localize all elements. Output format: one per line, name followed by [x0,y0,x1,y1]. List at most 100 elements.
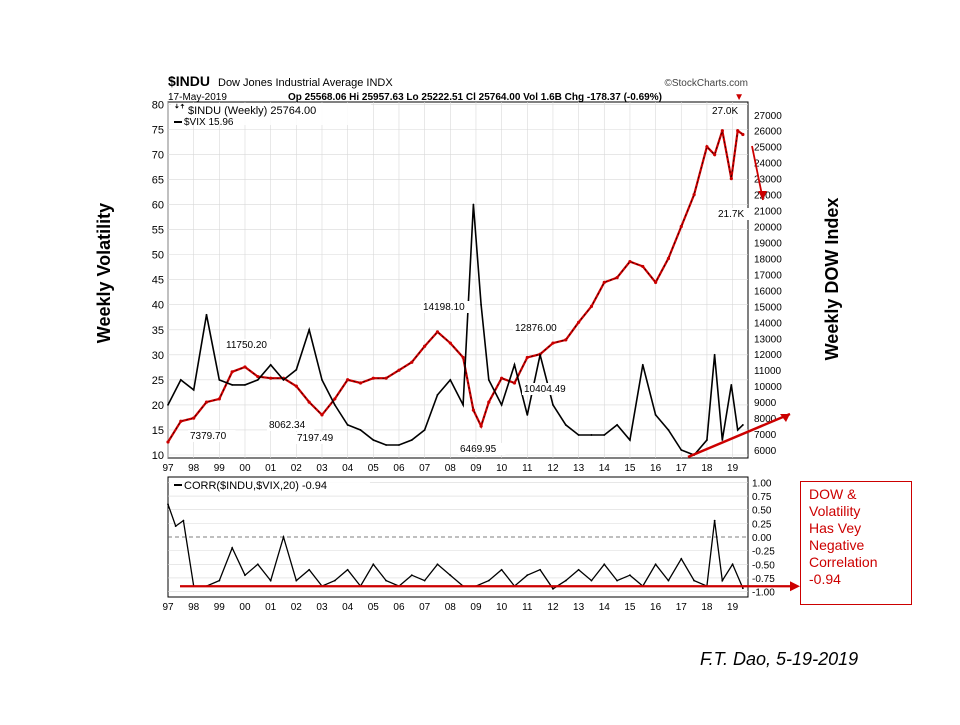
price-label-bg [522,383,576,395]
x-tick-label: 17 [676,463,688,474]
dow-point [736,129,740,133]
x-tick-label-lower: 97 [162,602,174,613]
dow-point [307,400,311,404]
dow-point [243,365,247,369]
x-tick-label: 07 [419,463,431,474]
vix-point [480,303,482,306]
dow-point [397,368,401,372]
right-tick-label: 8000 [754,414,777,425]
x-tick-label-lower: 07 [419,602,431,613]
correlation-point [539,568,542,571]
legend-vix: $VIX 15.96 [184,117,234,128]
dow-point [577,320,581,324]
chart-header: $INDU Dow Jones Industrial Average INDX ©S… [168,73,748,103]
left-tick-label: 65 [152,174,164,186]
dow-point [423,344,427,348]
vix-point [736,429,739,431]
left-tick-label: 55 [152,225,164,237]
vix-point [552,404,554,406]
correlation-point [423,579,426,582]
price-label: 6469.95 [460,444,497,455]
right-tick-label: 6000 [754,446,777,457]
dow-point [564,338,568,342]
right-tick-label: 20000 [754,223,782,234]
correlation-point [667,579,670,582]
right-tick-label: 14000 [754,318,782,329]
x-tick-label: 04 [342,463,354,474]
vix-point [295,368,298,371]
correlation-point [295,579,298,582]
dow-point [192,416,196,420]
x-tick-label-lower: 15 [624,602,636,613]
x-tick-label-lower: 14 [599,602,611,613]
vix-point [741,424,744,426]
vix-point [603,434,606,436]
vix-point [721,439,724,441]
vix-point [500,404,503,406]
corr-tick-label: 1.00 [752,478,772,489]
correlation-point [182,519,185,522]
dow-point [679,224,683,229]
x-tick-label-lower: 09 [470,602,482,613]
x-tick-label: 99 [214,463,226,474]
left-tick-label: 20 [152,400,164,412]
price-label-bg [224,339,278,351]
x-tick-label-lower: 03 [316,602,328,613]
vix-point [513,363,516,366]
vix-point [308,328,311,331]
left-tick-label: 75 [152,124,164,136]
vix-point [256,378,259,381]
correlation-point [741,587,744,590]
dow-point [435,330,440,334]
x-tick-label: 02 [291,463,303,474]
dow-point [741,132,745,137]
x-tick-label: 97 [162,463,174,474]
upper-price-panel: 10 15 20 25 30 35 40 45 50 55 60 65 70 75 80 6000 7000 80… [152,99,782,474]
x-tick-label: 03 [316,463,328,474]
vix-point [436,393,439,396]
x-tick-label-lower: 13 [573,602,585,613]
vix-point [472,203,475,206]
x-tick-label-lower: 11 [522,602,533,613]
price-label: 27.0K [712,106,738,117]
corr-tick-label: 0.75 [752,492,772,503]
vix-point [654,414,657,416]
correlation-point [174,525,177,527]
price-label: 7379.70 [190,431,227,442]
vix-point [205,313,208,316]
dow-point [230,370,234,374]
correlation-point [282,536,285,538]
left-tick-label: 40 [152,300,164,312]
x-tick-label-lower: 06 [393,602,405,613]
correlation-point [590,579,593,582]
vix-point [616,424,619,426]
dow-point [461,355,465,360]
vix-point [321,378,323,381]
x-tick-label: 06 [393,463,405,474]
correlation-point [385,579,388,582]
chart-annotations [180,145,800,592]
x-tick-label-lower: 99 [214,602,226,613]
dow-point [551,341,555,345]
right-tick-label: 19000 [754,238,782,249]
vix-point [179,378,182,381]
dow-point [166,440,170,444]
price-label-bg [188,430,236,442]
x-tick-label: 18 [701,463,713,474]
right-tick-label: 17000 [754,270,782,281]
correlation-point [333,579,336,582]
x-tick-label: 14 [599,463,611,474]
dow-point [666,256,671,261]
x-tick-label: 12 [547,463,559,474]
right-tick-label: 12000 [754,350,782,361]
price-label: 7197.49 [297,433,334,444]
vix-point [333,404,336,406]
correlation-point [372,563,375,566]
x-tick-label: 19 [727,463,739,474]
vix-point [713,353,716,356]
legend-dow: ꜜꜛ $INDU (Weekly) 25764.00 [174,103,316,117]
correlation-point [731,563,734,566]
x-tick-label: 15 [624,463,636,474]
right-tick-label: 16000 [754,286,782,297]
